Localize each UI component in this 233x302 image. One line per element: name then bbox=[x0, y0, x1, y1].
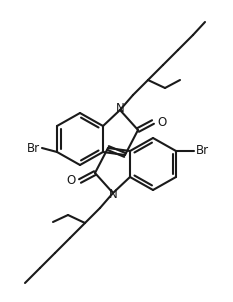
Text: N: N bbox=[116, 102, 124, 115]
Text: Br: Br bbox=[196, 144, 209, 158]
Text: O: O bbox=[67, 175, 76, 188]
Text: N: N bbox=[109, 188, 117, 201]
Text: Br: Br bbox=[27, 142, 40, 155]
Text: O: O bbox=[157, 115, 166, 128]
